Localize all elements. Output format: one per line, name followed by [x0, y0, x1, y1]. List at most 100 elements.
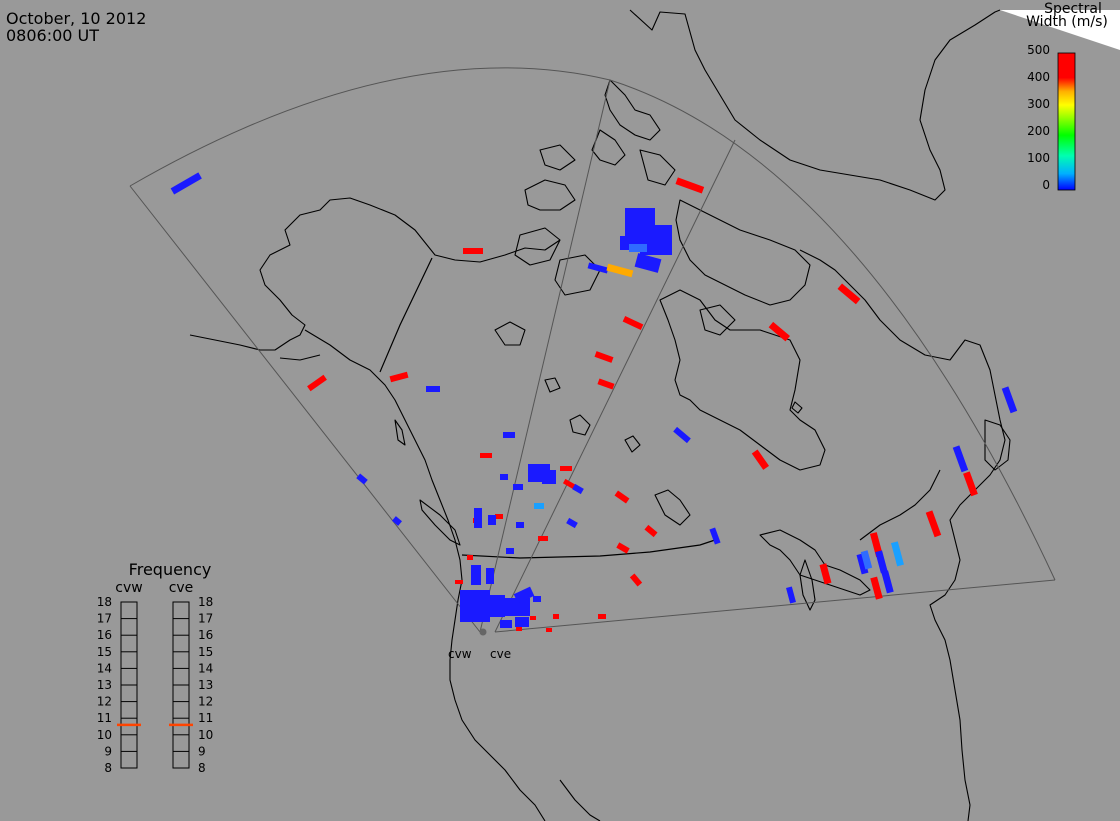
echo	[455, 580, 463, 584]
colorbar-tick-label: 400	[1027, 70, 1050, 84]
echo	[307, 374, 327, 392]
colorbar-title-1: Spectral	[1044, 1, 1102, 17]
southampton-island	[699, 304, 736, 336]
echo	[881, 570, 894, 594]
echo	[594, 351, 614, 363]
borders	[379, 257, 716, 559]
greenland-coast	[629, 9, 1001, 201]
inland-lake-3	[654, 489, 691, 526]
site-label-cve: cve	[490, 647, 511, 661]
small-island	[544, 377, 561, 393]
echo	[500, 620, 512, 628]
echo	[467, 555, 473, 560]
echo	[622, 316, 644, 330]
echo	[560, 466, 572, 471]
colorbar-tick-label: 300	[1027, 97, 1050, 111]
us-canada-border	[461, 539, 716, 559]
colorbar-tick-label: 0	[1042, 178, 1050, 192]
echo	[500, 598, 530, 616]
colorbar-title-2: Width (m/s)	[1026, 14, 1108, 30]
radar-echoes	[170, 172, 1018, 632]
echo	[634, 253, 662, 273]
frequency-ticks: 18 18 17 17 16 16 15 15 14 14 13 13 12 12 11 11 10 10 9 9 8 8	[97, 595, 214, 775]
echo	[170, 172, 202, 195]
echo	[516, 522, 524, 528]
echo-cyan	[890, 541, 904, 567]
echo	[392, 516, 402, 526]
fov-left-edge	[129, 185, 481, 633]
echo	[553, 614, 559, 619]
echo	[426, 386, 440, 392]
echo	[1001, 386, 1018, 414]
colorbar: Spectral Width (m/s) 500 400 300 200 100 0	[1026, 1, 1108, 192]
belcher-islands	[791, 401, 803, 414]
freq-tick-label-cvw: 12	[97, 695, 112, 709]
freq-radar-label-cve: cve	[169, 580, 194, 596]
inland-lake-2	[624, 435, 641, 453]
site-label-cvw: cvw	[448, 647, 472, 661]
freq-tick-label-cve: 15	[198, 645, 213, 659]
freq-tick-label-cvw: 10	[97, 728, 112, 742]
echo	[869, 532, 883, 558]
echo	[480, 453, 492, 458]
echo-mid-blue-2	[860, 550, 873, 570]
arctic-island-3	[524, 179, 576, 211]
freq-tick-label-cvw: 14	[97, 661, 112, 675]
echo	[819, 563, 832, 585]
echo	[495, 514, 503, 519]
freq-tick-label-cve: 13	[198, 678, 213, 692]
freq-tick-label-cvw: 15	[97, 645, 112, 659]
echo	[673, 426, 691, 444]
baja-coast	[559, 779, 601, 821]
freq-tick-label-cve: 16	[198, 628, 213, 642]
alaska-coast	[189, 197, 561, 351]
echo	[471, 565, 481, 585]
blue-echoes	[170, 172, 1018, 628]
colorbar-tick-label: 500	[1027, 43, 1050, 57]
radar-sites: cvw cve	[448, 628, 511, 661]
hudson-bay	[659, 289, 826, 471]
echo	[486, 568, 494, 584]
echo	[572, 483, 584, 495]
freq-tick-label-cvw: 13	[97, 678, 112, 692]
fov-cve-west	[494, 139, 736, 633]
colorbar-tick-label: 100	[1027, 151, 1050, 165]
arctic-island-5	[554, 254, 601, 296]
echo	[597, 378, 615, 390]
echo	[533, 596, 541, 602]
freq-tick-label-cvw: 8	[104, 761, 112, 775]
echo-orange	[606, 263, 634, 278]
echo	[837, 283, 861, 305]
echo	[768, 321, 790, 342]
echo	[614, 490, 630, 504]
arctic-island-2	[591, 129, 626, 166]
arctic-island-4	[514, 227, 561, 266]
red-echoes	[307, 177, 978, 632]
freq-tick-label-cve: 14	[198, 661, 213, 675]
freq-tick-label-cve: 9	[198, 744, 206, 758]
labrador-coast	[799, 249, 1006, 821]
echo	[786, 586, 796, 604]
echo	[356, 473, 368, 485]
ellesmere-1	[639, 149, 676, 186]
freq-tick-label-cvw: 16	[97, 628, 112, 642]
echo	[546, 628, 552, 632]
echo	[516, 627, 522, 631]
echo	[538, 536, 548, 541]
fov-right-edge	[494, 579, 1056, 633]
echo	[616, 542, 630, 554]
radar-fov	[129, 67, 1056, 633]
newfoundland	[984, 419, 1011, 471]
vancouver-island	[419, 499, 461, 546]
colorbar-ticks: 500 400 300 200 100 0	[1027, 43, 1050, 192]
freq-tick-label-cve: 12	[198, 695, 213, 709]
freq-tick-label-cve: 8	[198, 761, 206, 775]
echo	[598, 614, 606, 619]
freq-tick-label-cvw: 17	[97, 612, 112, 626]
echo	[506, 548, 514, 554]
freq-tick-label-cve: 17	[198, 612, 213, 626]
date-label: October, 10 2012	[6, 9, 146, 28]
colorbar-gradient	[1057, 52, 1076, 191]
echo	[513, 586, 535, 604]
